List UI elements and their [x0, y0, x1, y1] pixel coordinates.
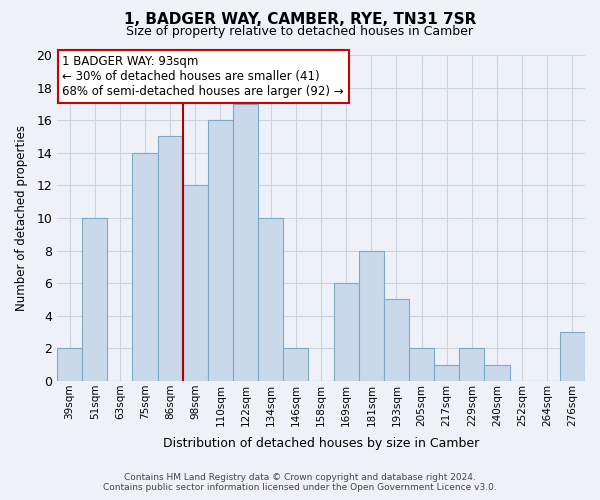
Bar — [384, 300, 409, 381]
Text: 1, BADGER WAY, CAMBER, RYE, TN31 7SR: 1, BADGER WAY, CAMBER, RYE, TN31 7SR — [124, 12, 476, 28]
Bar — [434, 364, 460, 381]
Bar — [183, 186, 208, 381]
Text: Size of property relative to detached houses in Camber: Size of property relative to detached ho… — [127, 25, 473, 38]
Bar — [334, 283, 359, 381]
Bar — [460, 348, 484, 381]
X-axis label: Distribution of detached houses by size in Camber: Distribution of detached houses by size … — [163, 437, 479, 450]
Bar — [409, 348, 434, 381]
Y-axis label: Number of detached properties: Number of detached properties — [15, 125, 28, 311]
Bar — [57, 348, 82, 381]
Bar — [560, 332, 585, 381]
Bar — [484, 364, 509, 381]
Text: Contains HM Land Registry data © Crown copyright and database right 2024.
Contai: Contains HM Land Registry data © Crown c… — [103, 473, 497, 492]
Bar — [208, 120, 233, 381]
Bar — [283, 348, 308, 381]
Bar — [82, 218, 107, 381]
Bar — [359, 250, 384, 381]
Text: 1 BADGER WAY: 93sqm
← 30% of detached houses are smaller (41)
68% of semi-detach: 1 BADGER WAY: 93sqm ← 30% of detached ho… — [62, 55, 344, 98]
Bar — [258, 218, 283, 381]
Bar — [133, 153, 158, 381]
Bar — [158, 136, 183, 381]
Bar — [233, 104, 258, 381]
